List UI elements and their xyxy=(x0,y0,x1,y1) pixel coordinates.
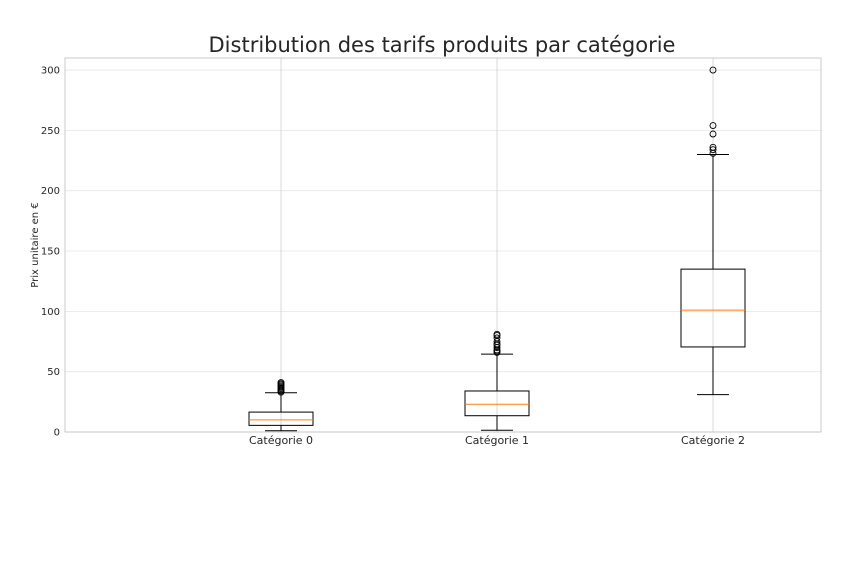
y-tick-label: 300 xyxy=(41,66,60,77)
iqr-box xyxy=(464,390,530,417)
outlier-point xyxy=(709,143,717,151)
outlier-point xyxy=(709,66,717,74)
y-axis-label: Prix unitaire en € xyxy=(30,202,41,287)
boxplots xyxy=(248,66,746,432)
x-tick-label: Catégorie 1 xyxy=(465,434,529,447)
outlier-point xyxy=(493,330,501,338)
iqr-box xyxy=(248,411,314,426)
outlier-point xyxy=(709,146,717,154)
boxplot-0 xyxy=(248,379,314,432)
outlier-point xyxy=(709,122,717,130)
outlier-point xyxy=(277,379,285,386)
y-tick-label: 200 xyxy=(41,186,60,197)
grid-lines xyxy=(65,58,821,433)
y-tick-label: 0 xyxy=(54,428,60,439)
y-axis-ticks: 0 50 100 150 200 250 300 xyxy=(41,66,60,439)
iqr-box xyxy=(680,268,746,348)
y-tick-label: 100 xyxy=(41,307,60,318)
y-tick-label: 50 xyxy=(47,367,60,378)
y-tick-label: 250 xyxy=(41,126,60,137)
x-axis-ticks: Catégorie 0 Catégorie 1 Catégorie 2 xyxy=(249,434,745,447)
x-tick-label: Catégorie 2 xyxy=(681,434,745,447)
outlier-point xyxy=(709,130,717,138)
boxplot-2 xyxy=(680,66,746,396)
boxplot-1 xyxy=(464,330,530,431)
y-tick-label: 150 xyxy=(41,247,60,258)
outlier-point xyxy=(493,334,501,342)
x-tick-label: Catégorie 0 xyxy=(249,434,313,447)
chart-title: Distribution des tarifs produits par cat… xyxy=(209,33,676,57)
plot-frame xyxy=(64,57,822,433)
